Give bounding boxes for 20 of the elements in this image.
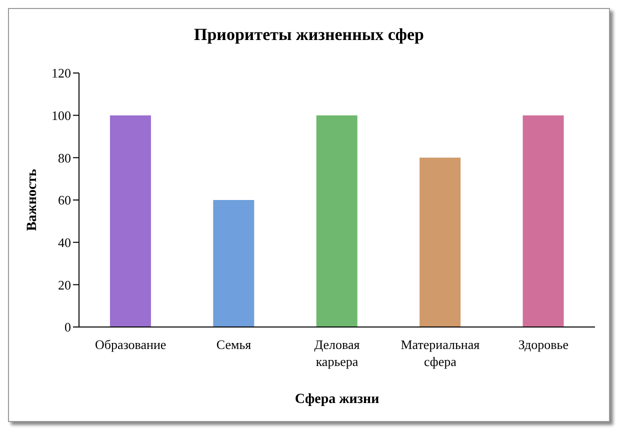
x-tick-label: Образование — [94, 337, 166, 352]
y-tick-label: 80 — [58, 150, 71, 166]
y-tick-label: 40 — [58, 234, 71, 250]
y-tick-label: 60 — [58, 192, 71, 208]
x-tick-label: Здоровье — [518, 337, 569, 352]
y-axis-title: Важность — [24, 168, 40, 232]
x-axis-title: Сфера жизни — [294, 392, 380, 407]
chart-title: Приоритеты жизненных сфер — [193, 25, 425, 46]
x-tick-label: Семья — [216, 337, 252, 352]
y-tick-label: 100 — [52, 108, 71, 123]
bar — [522, 115, 564, 327]
bar — [316, 115, 358, 327]
bar — [213, 200, 254, 327]
bar — [110, 115, 151, 327]
x-tick-label: Деловая карьера — [314, 337, 360, 369]
y-tick-label: 20 — [58, 277, 71, 292]
y-tick-label: 0 — [64, 320, 71, 335]
x-tick-label: Материальная сфера — [400, 337, 480, 369]
bar — [420, 158, 461, 327]
y-tick-label: 120 — [52, 66, 71, 81]
